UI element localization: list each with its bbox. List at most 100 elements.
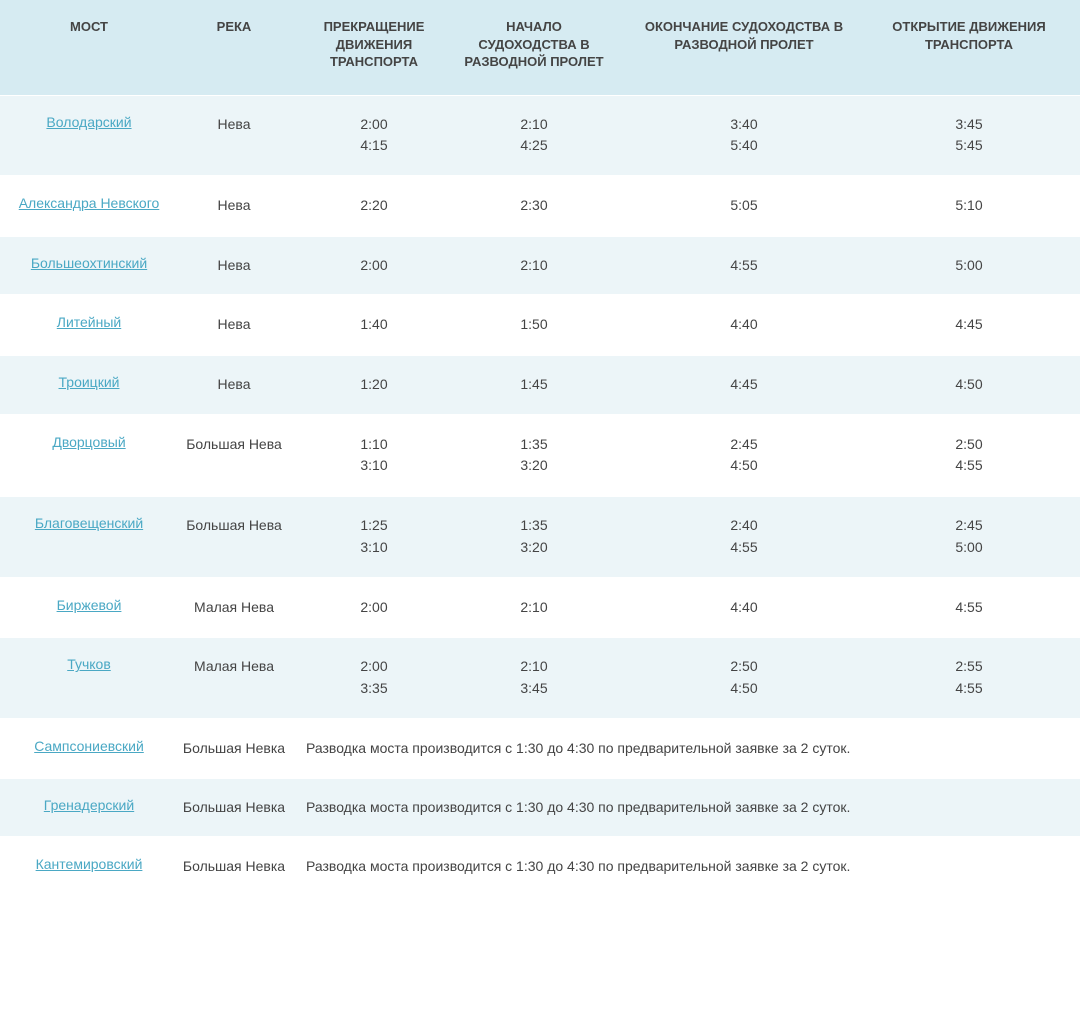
bridge-link[interactable]: Сампсониевский	[34, 738, 144, 754]
cell-end: 4:55	[614, 255, 874, 277]
bridge-link[interactable]: Тучков	[67, 656, 111, 672]
time-value: 1:35	[460, 515, 608, 537]
time-value: 3:10	[300, 455, 448, 477]
cell-start: 1:353:20	[454, 515, 614, 558]
time-value: 2:10	[460, 255, 608, 277]
time-value: 2:20	[300, 195, 448, 217]
bridge-link[interactable]: Благовещенский	[35, 515, 143, 531]
cell-bridge: Сампсониевский	[4, 738, 174, 759]
time-value: 2:00	[300, 597, 448, 619]
time-value: 2:00	[300, 656, 448, 678]
bridge-link[interactable]: Александра Невского	[19, 195, 160, 211]
time-value: 3:20	[460, 537, 608, 559]
cell-open: 3:455:45	[874, 114, 1064, 157]
cell-river: Нева	[174, 114, 294, 157]
time-value: 2:10	[460, 597, 608, 619]
bridge-link[interactable]: Большеохтинский	[31, 255, 147, 271]
time-value: 5:05	[620, 195, 868, 217]
time-value: 2:00	[300, 255, 448, 277]
time-value: 4:45	[880, 314, 1058, 336]
cell-start: 1:353:20	[454, 434, 614, 477]
bridge-link[interactable]: Троицкий	[59, 374, 120, 390]
cell-open: 2:504:55	[874, 434, 1064, 477]
cell-river: Большая Невка	[174, 856, 294, 877]
cell-bridge: Кантемировский	[4, 856, 174, 877]
time-value: 2:45	[620, 434, 868, 456]
cell-end: 5:05	[614, 195, 874, 217]
cell-bridge: Тучков	[4, 656, 174, 699]
bridge-link[interactable]: Литейный	[57, 314, 121, 330]
col-header-open: ОТКРЫТИЕ ДВИЖЕНИЯ ТРАНСПОРТА	[874, 18, 1064, 71]
table-row: Биржевой Малая Нева 2:00 2:10 4:40 4:55	[0, 579, 1080, 639]
cell-stop: 1:40	[294, 314, 454, 336]
cell-stop: 2:00	[294, 255, 454, 277]
cell-end: 4:40	[614, 314, 874, 336]
time-value: 4:55	[880, 678, 1058, 700]
cell-open: 4:45	[874, 314, 1064, 336]
time-value: 4:45	[620, 374, 868, 396]
cell-bridge: Володарский	[4, 114, 174, 157]
time-value: 1:10	[300, 434, 448, 456]
col-header-start: НАЧАЛО СУДОХОДСТВА В РАЗВОДНОЙ ПРОЛЕТ	[454, 18, 614, 71]
time-value: 1:45	[460, 374, 608, 396]
schedule-note: Разводка моста производится с 1:30 до 4:…	[294, 738, 850, 759]
bridge-link[interactable]: Кантемировский	[36, 856, 143, 872]
cell-start: 1:45	[454, 374, 614, 396]
cell-bridge: Александра Невского	[4, 195, 174, 217]
cell-bridge: Дворцовый	[4, 434, 174, 477]
cell-river: Малая Нева	[174, 656, 294, 699]
time-value: 4:55	[880, 597, 1058, 619]
cell-open: 4:50	[874, 374, 1064, 396]
table-row: ДворцовыйБольшая Нева1:103:101:353:202:4…	[0, 416, 1080, 497]
time-value: 2:10	[460, 114, 608, 136]
cell-note-wrap: Разводка моста производится с 1:30 до 4:…	[294, 797, 1076, 818]
cell-bridge: Благовещенский	[4, 515, 174, 558]
cell-river: Большая Невка	[174, 797, 294, 818]
time-value: 4:55	[620, 255, 868, 277]
cell-open: 5:10	[874, 195, 1064, 217]
cell-open: 5:00	[874, 255, 1064, 277]
time-value: 2:50	[880, 434, 1058, 456]
time-value: 2:40	[620, 515, 868, 537]
col-header-end: ОКОНЧАНИЕ СУДОХОДСТВА В РАЗВОДНОЙ ПРОЛЕТ	[614, 18, 874, 71]
table-row: ВолодарскийНева2:004:152:104:253:405:403…	[0, 96, 1080, 177]
bridge-link[interactable]: Гренадерский	[44, 797, 134, 813]
time-value: 2:45	[880, 515, 1058, 537]
time-value: 2:50	[620, 656, 868, 678]
schedule-note: Разводка моста производится с 1:30 до 4:…	[294, 856, 850, 877]
time-value: 5:10	[880, 195, 1058, 217]
time-value: 3:40	[620, 114, 868, 136]
cell-river: Нева	[174, 195, 294, 217]
cell-end: 2:404:55	[614, 515, 874, 558]
cell-end: 3:405:40	[614, 114, 874, 157]
cell-river: Большая Нева	[174, 515, 294, 558]
table-row: ТроицкийНева1:201:454:454:50	[0, 356, 1080, 416]
cell-stop: 2:00	[294, 597, 454, 619]
time-value: 3:45	[460, 678, 608, 700]
table-row: Большеохтинский Нева 2:00 2:10 4:55 5:00	[0, 237, 1080, 297]
cell-start: 2:30	[454, 195, 614, 217]
time-value: 3:20	[460, 455, 608, 477]
col-header-stop: ПРЕКРАЩЕНИЕ ДВИЖЕНИЯ ТРАНСПОРТА	[294, 18, 454, 71]
cell-river: Малая Нева	[174, 597, 294, 619]
table-row: СампсониевскийБольшая НевкаРазводка мост…	[0, 720, 1080, 779]
cell-river: Большая Нева	[174, 434, 294, 477]
time-value: 5:00	[880, 255, 1058, 277]
cell-bridge: Литейный	[4, 314, 174, 336]
cell-river: Нева	[174, 255, 294, 277]
col-header-river: РЕКА	[174, 18, 294, 71]
time-value: 4:40	[620, 597, 868, 619]
schedule-note: Разводка моста производится с 1:30 до 4:…	[294, 797, 850, 818]
bridge-link[interactable]: Дворцовый	[52, 434, 125, 450]
time-value: 2:00	[300, 114, 448, 136]
bridge-link[interactable]: Володарский	[46, 114, 131, 130]
time-value: 5:00	[880, 537, 1058, 559]
cell-stop: 1:103:10	[294, 434, 454, 477]
bridge-link[interactable]: Биржевой	[57, 597, 122, 613]
cell-bridge: Гренадерский	[4, 797, 174, 818]
cell-start: 2:10	[454, 597, 614, 619]
cell-start: 1:50	[454, 314, 614, 336]
time-value: 3:35	[300, 678, 448, 700]
time-value: 1:25	[300, 515, 448, 537]
cell-end: 4:45	[614, 374, 874, 396]
